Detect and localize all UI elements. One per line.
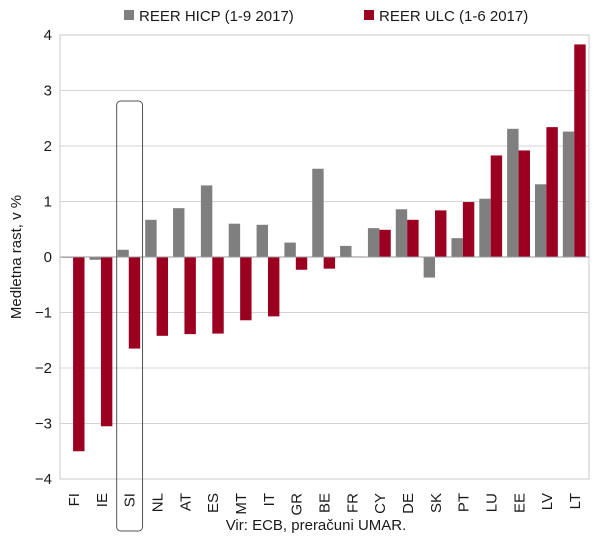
y-tick-label-2: 2 xyxy=(44,138,52,155)
x-tick-label-lt: LT xyxy=(567,493,584,509)
y-tick-label--3: −3 xyxy=(35,416,52,433)
legend: REER HICP (1-9 2017) REER ULC (1-6 2017) xyxy=(124,8,528,25)
y-tick-label--2: −2 xyxy=(35,360,52,377)
x-tick-label-fi: FI xyxy=(66,493,83,506)
x-tick-label-cy: CY xyxy=(372,493,389,514)
plot-area: −4 −3 −2 −1 0 1 2 3 4 FI IE SI NL AT ES MT IT GR BE FR CY DE S… xyxy=(35,27,590,532)
bar-hicp-at xyxy=(173,208,185,257)
bar-hicp-pt xyxy=(451,238,463,257)
y-tick-label-4: 4 xyxy=(44,27,52,44)
bar-ulc-ee xyxy=(518,150,530,257)
bar-hicp-ee xyxy=(507,128,519,257)
legend-label-ulc: REER ULC (1-6 2017) xyxy=(379,8,528,25)
x-tick-label-it: IT xyxy=(261,493,278,506)
x-tick-label-pt: PT xyxy=(456,493,473,512)
bar-hicp-lt xyxy=(562,131,575,257)
bar-ulc-sk xyxy=(435,210,447,257)
x-tick-label-mt: MT xyxy=(233,493,250,515)
bar-hicp-gr xyxy=(284,242,296,257)
y-tick-label-3: 3 xyxy=(44,83,52,100)
bar-hicp-fr xyxy=(340,245,352,257)
bar-hicp-mt xyxy=(228,223,241,257)
x-tick-label-be: BE xyxy=(317,493,334,513)
x-tick-label-de: DE xyxy=(400,493,417,514)
bar-ulc-it xyxy=(267,257,280,317)
bar-hicp-es xyxy=(200,185,213,257)
x-tick-label-at: AT xyxy=(177,493,194,511)
y-tick-label--4: −4 xyxy=(35,471,52,488)
bar-ulc-at xyxy=(184,257,196,335)
legend-swatch-ulc xyxy=(364,10,374,20)
bar-ulc-gr xyxy=(295,257,308,270)
bar-ulc-nl xyxy=(156,257,169,336)
bar-ulc-es xyxy=(212,257,224,334)
bar-hicp-be xyxy=(312,168,324,257)
bar-hicp-ie xyxy=(89,257,101,260)
bar-ulc-be xyxy=(323,257,336,269)
bar-hicp-nl xyxy=(145,219,157,257)
legend-label-hicp: REER HICP (1-9 2017) xyxy=(139,8,294,25)
x-tick-label-sk: SK xyxy=(428,493,445,513)
y-tick-label-1: 1 xyxy=(44,194,52,211)
bar-ulc-de xyxy=(407,219,419,257)
x-tick-label-gr: GR xyxy=(289,493,306,516)
bar-hicp-sk xyxy=(423,257,436,278)
bar-ulc-fi xyxy=(73,257,85,452)
x-tick-label-ee: EE xyxy=(511,493,528,513)
bar-ulc-ie xyxy=(100,257,113,427)
bar-ulc-lu xyxy=(490,155,503,257)
x-tick-label-ie: IE xyxy=(94,493,111,507)
bar-hicp-lv xyxy=(534,184,547,257)
x-tick-label-si: SI xyxy=(122,493,139,507)
source-note: Vir: ECB, preračuni UMAR. xyxy=(226,517,407,534)
y-tick-label-0: 0 xyxy=(44,249,52,266)
y-axis-title: Medletna rast, v % xyxy=(8,195,25,319)
x-tick-label-nl: NL xyxy=(149,493,166,512)
bar-ulc-cy xyxy=(379,229,391,257)
y-tick-label--1: −1 xyxy=(35,305,52,322)
bar-ulc-lv xyxy=(546,127,558,257)
bar-ulc-lt xyxy=(574,44,586,257)
bar-ulc-mt xyxy=(240,257,252,321)
bar-hicp-lu xyxy=(479,198,491,257)
x-tick-label-lu: LU xyxy=(484,493,501,512)
bar-ulc-si xyxy=(128,257,141,349)
x-tick-label-es: ES xyxy=(205,493,222,513)
x-tick-label-fr: FR xyxy=(344,493,361,513)
bar-hicp-si xyxy=(117,249,129,257)
x-tick-label-lv: LV xyxy=(539,493,556,510)
highlight-box-si xyxy=(116,100,144,532)
bar-hicp-de xyxy=(395,209,408,257)
bar-hicp-cy xyxy=(367,228,380,257)
legend-swatch-hicp xyxy=(124,10,134,20)
bar-ulc-pt xyxy=(462,202,475,257)
bar-hicp-it xyxy=(256,224,268,257)
